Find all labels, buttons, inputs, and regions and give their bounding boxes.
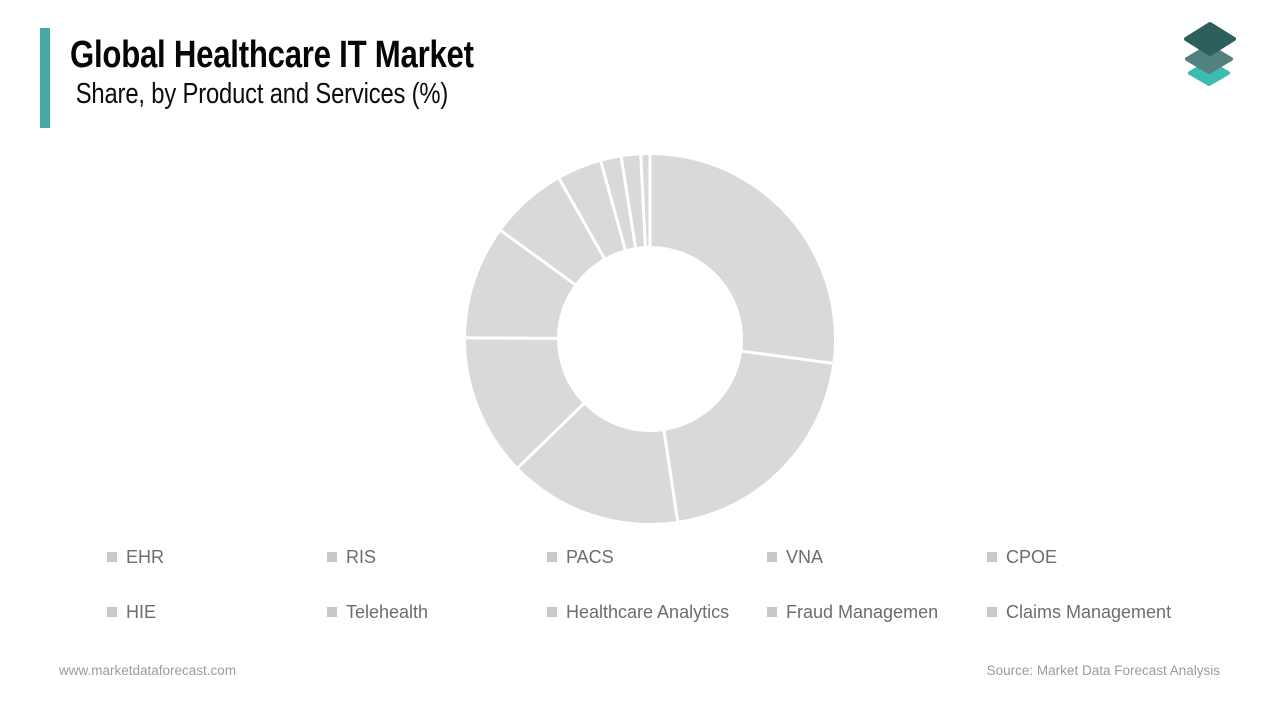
legend-marker-icon (987, 607, 997, 617)
legend-label: VNA (786, 547, 824, 567)
legend-marker-icon (987, 552, 997, 562)
donut-slice-separator (662, 428, 680, 524)
donut-slice-telehealth (559, 161, 626, 259)
legend-item-ris: RIS (327, 547, 547, 567)
donut-chart (463, 153, 835, 524)
chart-legend: EHR RIS PACS VNA CPOE HIE Telehealth Hea… (107, 547, 1207, 622)
legend-label: CPOE (1006, 547, 1058, 567)
footer-source: Source: Market Data Forecast Analysis (986, 663, 1220, 678)
donut-slice-separator (557, 176, 607, 261)
legend-item-pacs: PACS (547, 547, 767, 567)
legend-label: Telehealth (346, 602, 429, 622)
donut-slice-fraud-management (621, 155, 646, 248)
donut-slice-separator (463, 336, 560, 340)
donut-slice-separator (619, 155, 638, 250)
legend-item-ehr: EHR (107, 547, 327, 567)
legend-label: Claims Management (1006, 602, 1172, 622)
legend-label: PACS (566, 547, 614, 567)
legend-item-fraud-management: Fraud Managemen (767, 602, 987, 622)
legend-marker-icon (107, 607, 117, 617)
donut-slice-ris (663, 351, 833, 521)
market-data-forecast-logo (1184, 22, 1236, 86)
legend-item-hie: HIE (107, 602, 327, 622)
donut-slice-separator (498, 228, 578, 287)
legend-item-cpoe: CPOE (987, 547, 1207, 567)
donut-slice-separator (598, 159, 628, 252)
legend-marker-icon (327, 552, 337, 562)
legend-marker-icon (547, 607, 557, 617)
donut-slice-vna (465, 337, 584, 468)
footer: www.marketdataforecast.com Source: Marke… (59, 663, 1220, 678)
legend-marker-icon (767, 607, 777, 617)
legend-item-vna: VNA (767, 547, 987, 567)
title-accent-bar (40, 28, 50, 128)
legend-item-claims-management: Claims Management (987, 602, 1207, 622)
legend-marker-icon (327, 607, 337, 617)
footer-website: www.marketdataforecast.com (59, 663, 237, 678)
donut-slice-ehr (650, 155, 834, 364)
legend-label: Healthcare Analytics (566, 602, 730, 622)
legend-marker-icon (107, 552, 117, 562)
donut-slice-healthcare-analytics (600, 157, 636, 250)
legend-marker-icon (547, 552, 557, 562)
donut-slice-separator (639, 153, 647, 249)
legend-label: EHR (126, 547, 165, 567)
chart-header: Global Healthcare IT Market Share, by Pr… (70, 34, 474, 111)
legend-label: HIE (126, 602, 157, 622)
donut-slice-cpoe (466, 230, 575, 339)
donut-slice-separator (740, 349, 835, 365)
donut-slice-pacs (518, 403, 678, 523)
legend-label: Fraud Managemen (786, 602, 939, 622)
page-subtitle: Share, by Product and Services (%) (75, 77, 449, 110)
legend-item-healthcare-analytics: Healthcare Analytics (547, 602, 767, 622)
legend-marker-icon (767, 552, 777, 562)
donut-slice-separator (515, 401, 586, 470)
logo-layer-middle (1185, 44, 1233, 74)
logo-layer-top (1184, 22, 1236, 56)
legend-item-telehealth: Telehealth (327, 602, 547, 622)
donut-slice-hie (501, 178, 605, 285)
page-title: Global Healthcare IT Market (70, 34, 474, 76)
legend-label: RIS (346, 547, 377, 567)
